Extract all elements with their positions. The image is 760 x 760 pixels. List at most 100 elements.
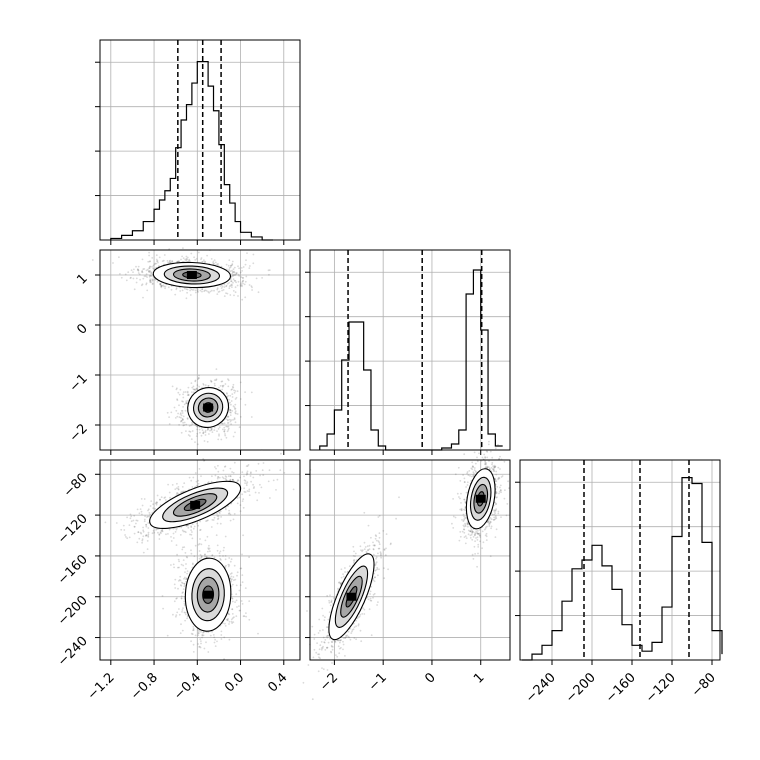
- scatter-point: [190, 438, 193, 441]
- scatter-point: [181, 629, 184, 632]
- scatter-point: [236, 502, 239, 505]
- scatter-point: [227, 385, 230, 388]
- scatter-point: [186, 572, 189, 575]
- scatter-point: [488, 466, 490, 469]
- scatter-point: [183, 611, 186, 614]
- scatter-point: [148, 512, 151, 514]
- scatter-point: [244, 296, 247, 299]
- scatter-point: [143, 275, 146, 278]
- scatter-point: [203, 440, 206, 442]
- scatter-point: [212, 634, 215, 636]
- scatter-point: [197, 378, 200, 380]
- scatter-point: [191, 430, 194, 432]
- scatter-point: [191, 423, 194, 426]
- scatter-point: [160, 285, 163, 287]
- scatter-point: [170, 261, 173, 264]
- scatter-point: [229, 401, 231, 404]
- scatter-point: [199, 538, 201, 540]
- scatter-point: [220, 634, 223, 636]
- scatter-point: [169, 261, 172, 264]
- scatter-point: [147, 509, 149, 512]
- scatter-point: [244, 263, 247, 266]
- scatter-point: [232, 271, 234, 273]
- scatter-point: [199, 553, 202, 556]
- scatter-point: [159, 282, 162, 285]
- scatter-point: [168, 423, 171, 425]
- scatter-point: [197, 479, 200, 482]
- scatter-point: [152, 529, 155, 532]
- scatter-point: [228, 509, 231, 512]
- scatter-point: [182, 257, 185, 260]
- scatter-point: [132, 277, 135, 280]
- scatter-point: [460, 492, 462, 495]
- scatter-point: [133, 288, 136, 291]
- scatter-point: [481, 456, 484, 459]
- scatter-point: [222, 549, 225, 552]
- scatter-point: [210, 258, 213, 260]
- scatter-point: [194, 379, 197, 382]
- scatter-point: [181, 412, 184, 414]
- scatter-point: [233, 271, 236, 274]
- scatter-point: [228, 623, 230, 625]
- scatter-point: [492, 465, 494, 467]
- scatter-point: [226, 430, 229, 433]
- scatter-point: [202, 432, 205, 434]
- scatter-point: [214, 261, 217, 264]
- scatter-point: [495, 480, 498, 482]
- scatter-point: [200, 631, 202, 633]
- scatter-point: [191, 531, 193, 533]
- scatter-point: [248, 494, 251, 497]
- scatter-point: [241, 553, 243, 556]
- scatter-point: [184, 258, 187, 261]
- scatter-point: [178, 260, 180, 263]
- scatter-point: [155, 262, 158, 265]
- scatter-point: [193, 388, 196, 391]
- scatter-point: [202, 432, 205, 435]
- scatter-point: [183, 600, 186, 603]
- scatter-point: [207, 550, 209, 553]
- scatter-point: [228, 398, 231, 401]
- scatter-point: [210, 289, 213, 292]
- scatter-point: [222, 384, 225, 387]
- scatter-point: [168, 260, 171, 263]
- scatter-point: [234, 431, 236, 434]
- scatter-point: [230, 389, 233, 391]
- scatter-point: [170, 411, 173, 414]
- scatter-point: [154, 507, 157, 510]
- scatter-point: [147, 527, 150, 529]
- scatter-point: [219, 522, 222, 525]
- scatter-point: [200, 475, 202, 477]
- scatter-point: [235, 412, 237, 415]
- scatter-point: [137, 269, 140, 271]
- scatter-point: [149, 266, 152, 268]
- scatter-point: [164, 287, 167, 290]
- scatter-point: [184, 552, 187, 554]
- scatter-point: [213, 426, 216, 429]
- scatter-point: [178, 416, 181, 419]
- scatter-point: [217, 515, 220, 518]
- scatter-point: [214, 474, 217, 477]
- scatter-point: [172, 613, 174, 616]
- scatter-point: [219, 510, 222, 513]
- scatter-point: [230, 411, 232, 414]
- scatter-point: [159, 283, 162, 286]
- scatter-point: [231, 263, 234, 265]
- scatter-point: [233, 279, 236, 282]
- scatter-point: [257, 462, 260, 465]
- scatter-point: [185, 402, 188, 405]
- scatter-point: [246, 470, 249, 473]
- scatter-point: [129, 517, 132, 520]
- scatter-point: [234, 390, 237, 392]
- scatter-point: [176, 492, 179, 494]
- scatter-point: [481, 530, 484, 533]
- scatter-point: [118, 256, 120, 259]
- scatter-point: [200, 258, 202, 261]
- scatter-point: [466, 471, 469, 473]
- scatter-point: [135, 519, 138, 522]
- scatter-point: [465, 537, 468, 539]
- scatter-point: [141, 504, 144, 507]
- scatter-point: [138, 273, 141, 276]
- scatter-point: [503, 497, 506, 500]
- scatter-point: [479, 540, 481, 543]
